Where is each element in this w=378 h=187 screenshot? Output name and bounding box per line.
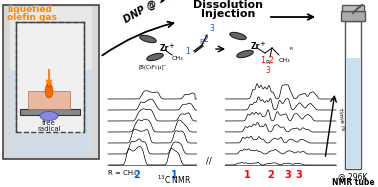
Bar [345,21,361,169]
Text: +: + [259,41,265,47]
Text: Zr: Zr [160,44,169,53]
Text: radical: radical [37,126,61,132]
Text: @ 296K: @ 296K [338,172,368,181]
Bar [16,22,84,132]
Text: NMR tube: NMR tube [332,178,374,187]
Text: 3: 3 [266,66,270,75]
Text: CH₃: CH₃ [279,58,291,63]
Text: Injection: Injection [201,9,255,19]
Ellipse shape [237,50,253,58]
Bar [342,5,364,11]
Text: 3: 3 [296,170,302,180]
Text: //: // [206,156,212,165]
Text: [B(C₆F₅)₄]⁻: [B(C₆F₅)₄]⁻ [139,65,167,70]
Text: 1: 1 [244,170,250,180]
Text: R = CH₃: R = CH₃ [108,170,136,176]
Bar [3,5,99,159]
Ellipse shape [147,53,163,61]
Text: CH₃: CH₃ [172,56,184,61]
Bar [28,91,70,109]
Text: 2: 2 [268,170,274,180]
Ellipse shape [230,32,246,40]
Text: DNP @ 1.4K: DNP @ 1.4K [122,0,183,25]
Text: 3: 3 [285,170,291,180]
Text: 2: 2 [203,35,208,44]
Text: ᴿ: ᴿ [290,48,293,54]
Ellipse shape [140,35,156,43]
Text: 1: 1 [170,170,177,180]
Bar [10,70,92,155]
Text: 1: 1 [260,56,265,65]
Text: $^{13}$C NMR: $^{13}$C NMR [157,174,191,186]
Text: R: R [199,39,204,45]
Text: free: free [42,120,56,126]
Bar [20,109,80,115]
Text: 1: 1 [185,47,190,56]
Text: Time /s: Time /s [338,107,346,131]
Text: 2: 2 [134,170,140,180]
Ellipse shape [46,80,51,88]
Text: Zr: Zr [251,42,260,50]
Text: 2: 2 [269,56,273,65]
Text: R: R [266,60,270,65]
Bar [197,87,225,169]
Text: 3: 3 [209,24,214,33]
Text: Dissolution: Dissolution [193,0,263,10]
Text: +: + [168,43,174,49]
Text: olefin gas: olefin gas [7,13,57,22]
Ellipse shape [40,111,58,120]
Bar [346,58,360,168]
Bar [10,7,92,155]
Bar [341,11,365,21]
Ellipse shape [45,84,53,98]
Text: liquefied: liquefied [7,5,52,14]
